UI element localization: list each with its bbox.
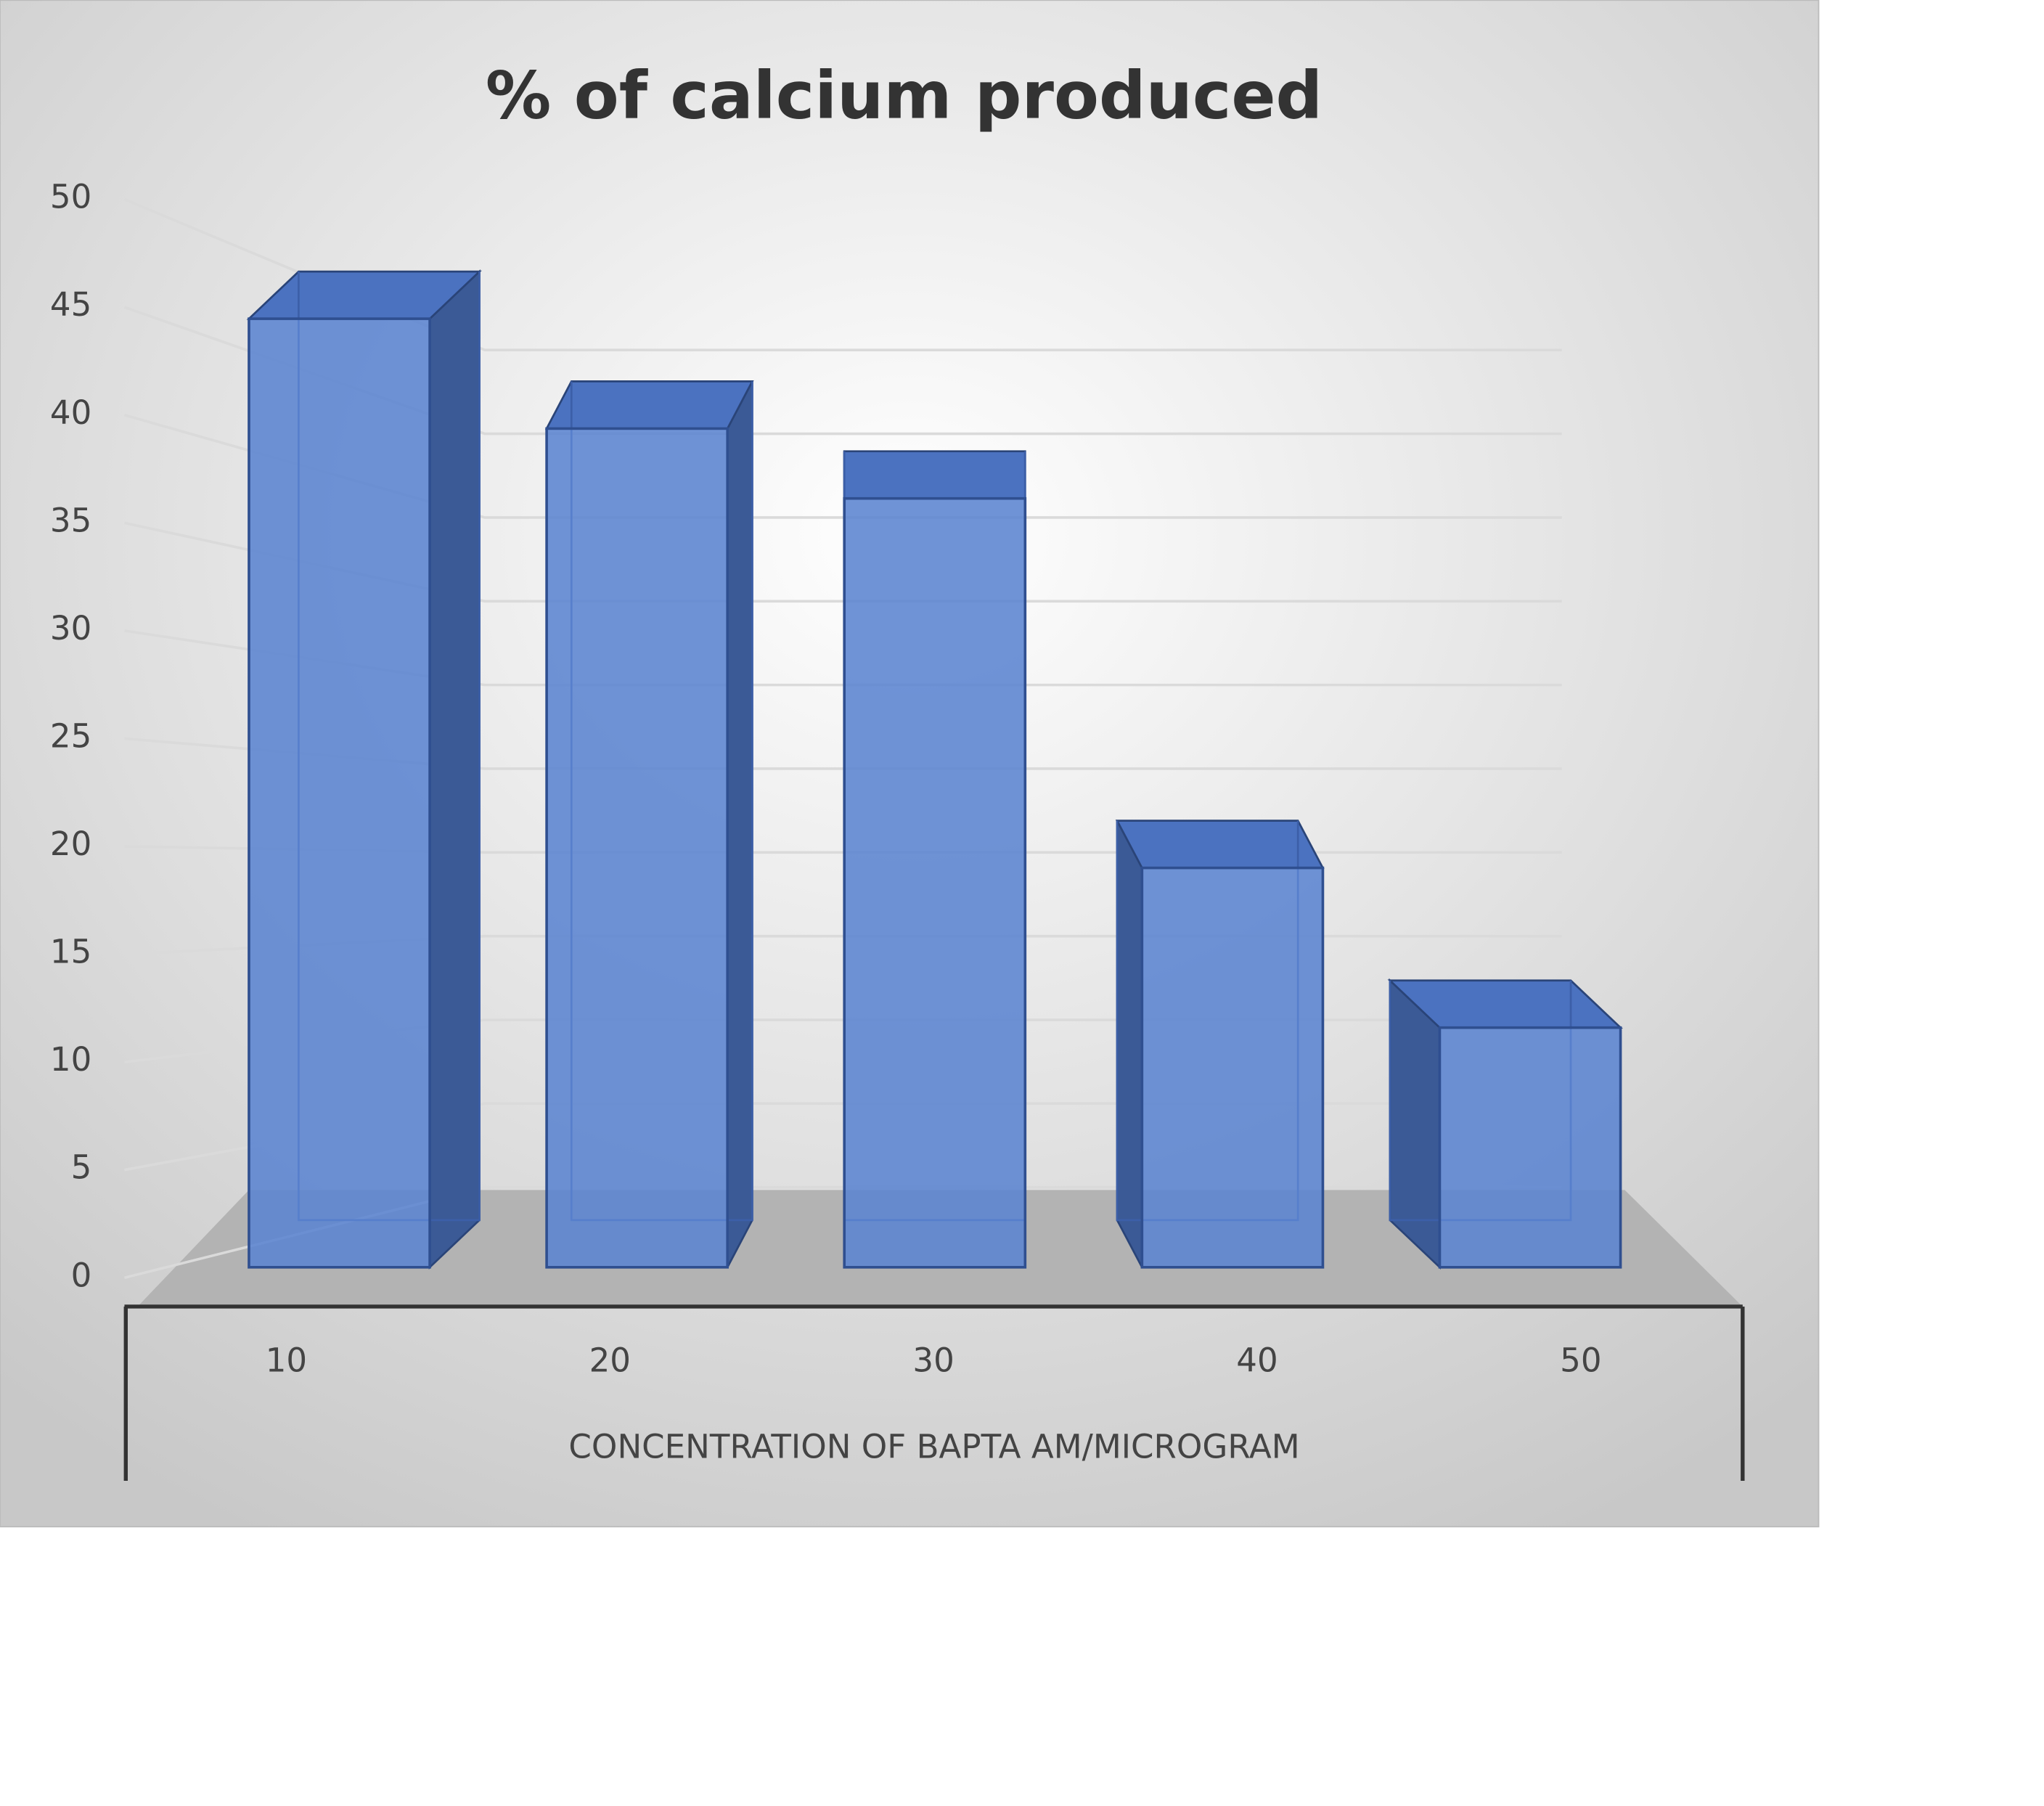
y-tick-label: 40 bbox=[50, 393, 91, 432]
bars bbox=[246, 269, 1623, 1270]
bar-front bbox=[843, 497, 1027, 1269]
x-tick-label: 50 bbox=[1560, 1341, 1601, 1380]
x-tick-label: 30 bbox=[912, 1341, 954, 1380]
bar-side bbox=[726, 380, 753, 1268]
bar-front bbox=[1438, 1026, 1622, 1269]
y-tick-label: 45 bbox=[50, 285, 91, 324]
bar-top bbox=[544, 380, 754, 430]
chart-title: % of calcium produced bbox=[486, 57, 1323, 134]
y-tick-label: 10 bbox=[50, 1040, 91, 1079]
y-tick-label: 50 bbox=[50, 178, 91, 216]
y-tick-label: 20 bbox=[50, 825, 91, 863]
grid-line bbox=[124, 737, 1562, 770]
bar-side bbox=[428, 269, 481, 1270]
y-tick-label: 25 bbox=[50, 716, 91, 755]
bar-top bbox=[1115, 820, 1325, 869]
bar-front bbox=[545, 427, 729, 1269]
bar-side bbox=[1389, 978, 1441, 1270]
bar bbox=[1115, 820, 1325, 1269]
y-tick-label: 0 bbox=[71, 1256, 92, 1294]
y-tick-label: 35 bbox=[50, 501, 91, 539]
x-axis-title: CONCENTRATION OF BAPTA AM/MICROGRAM bbox=[568, 1428, 1299, 1466]
grid-line bbox=[123, 306, 1562, 436]
grid-line bbox=[123, 197, 1562, 352]
y-tick-label: 15 bbox=[50, 933, 91, 971]
grid-line bbox=[123, 414, 1562, 519]
y-tick-label: 30 bbox=[50, 609, 91, 647]
bar bbox=[843, 450, 1027, 1269]
grid-line bbox=[124, 629, 1562, 687]
bar bbox=[246, 269, 482, 1270]
y-tick-label: 5 bbox=[71, 1148, 92, 1187]
x-tick-label: 20 bbox=[589, 1341, 631, 1380]
bar bbox=[544, 380, 754, 1269]
bar-front bbox=[1140, 866, 1325, 1269]
x-tick-label: 10 bbox=[266, 1341, 307, 1380]
grid-line bbox=[124, 521, 1562, 603]
x-tick-label: 40 bbox=[1236, 1341, 1278, 1380]
bar-front bbox=[248, 317, 431, 1269]
bar-side bbox=[1116, 820, 1143, 1268]
bar bbox=[1387, 978, 1623, 1270]
bar-top bbox=[843, 450, 1026, 500]
